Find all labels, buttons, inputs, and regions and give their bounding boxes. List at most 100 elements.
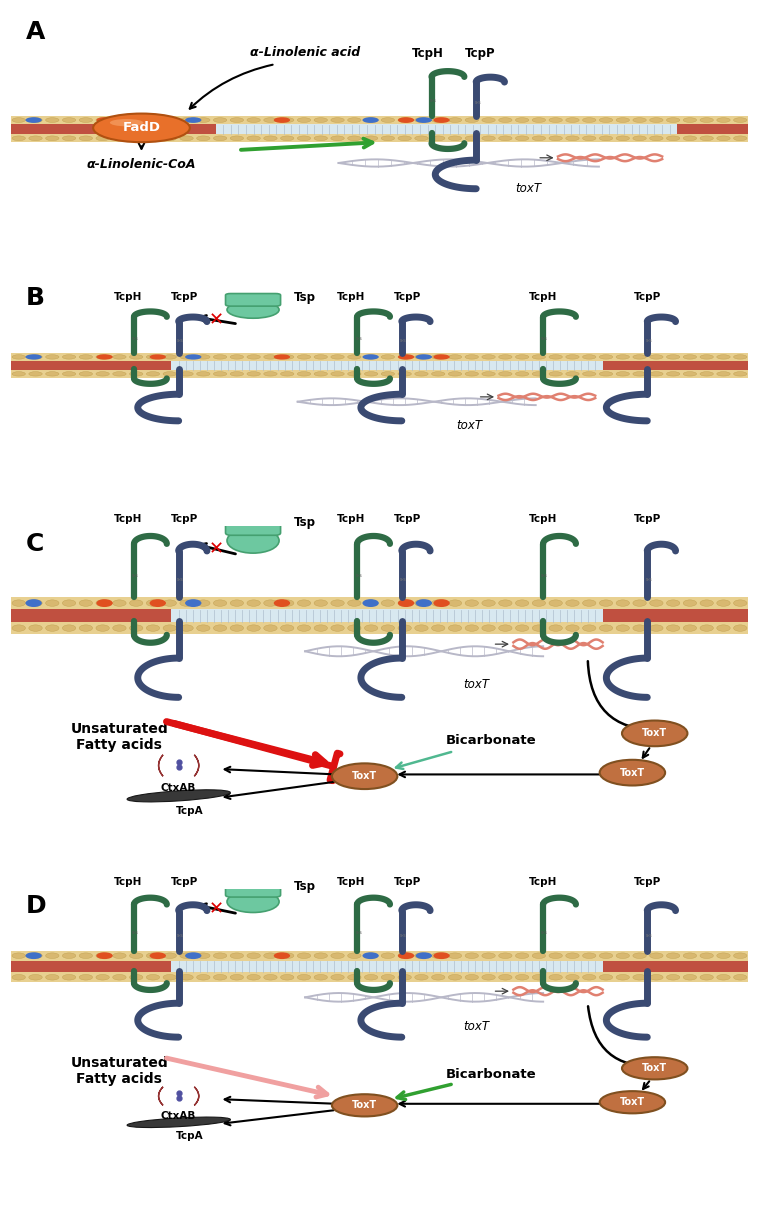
Circle shape xyxy=(26,117,42,123)
Bar xyxy=(172,609,603,622)
Circle shape xyxy=(348,624,361,632)
Text: toxT: toxT xyxy=(463,1020,490,1033)
Text: TcpP: TcpP xyxy=(465,47,495,60)
Circle shape xyxy=(549,974,562,980)
Circle shape xyxy=(247,953,260,958)
Circle shape xyxy=(62,600,76,606)
Circle shape xyxy=(433,355,450,359)
Circle shape xyxy=(583,117,596,122)
Bar xyxy=(11,609,748,622)
Circle shape xyxy=(29,953,43,958)
Text: ✕: ✕ xyxy=(208,311,223,329)
Circle shape xyxy=(432,371,445,376)
Text: TcpH: TcpH xyxy=(114,514,142,524)
Circle shape xyxy=(381,974,395,980)
Circle shape xyxy=(700,974,713,980)
Circle shape xyxy=(465,355,478,359)
Circle shape xyxy=(666,136,680,140)
Circle shape xyxy=(381,117,395,122)
Circle shape xyxy=(600,371,613,376)
Circle shape xyxy=(130,117,143,122)
Text: TcpH: TcpH xyxy=(529,877,557,887)
Circle shape xyxy=(414,355,428,359)
Text: Bicarbonate: Bicarbonate xyxy=(446,734,537,747)
Circle shape xyxy=(230,600,244,606)
Circle shape xyxy=(565,355,579,359)
Circle shape xyxy=(197,371,210,376)
Circle shape xyxy=(247,974,260,980)
Circle shape xyxy=(449,953,461,958)
Circle shape xyxy=(398,117,411,122)
Circle shape xyxy=(247,624,260,632)
Circle shape xyxy=(364,371,378,376)
Circle shape xyxy=(583,974,596,980)
Circle shape xyxy=(150,599,166,607)
Circle shape xyxy=(180,355,194,359)
Circle shape xyxy=(433,599,450,607)
Text: D: D xyxy=(26,894,47,918)
Text: Tsp: Tsp xyxy=(294,292,316,304)
Circle shape xyxy=(130,355,143,359)
Circle shape xyxy=(12,974,26,980)
Text: ✕: ✕ xyxy=(208,900,223,918)
Circle shape xyxy=(213,355,227,359)
Circle shape xyxy=(247,136,260,140)
Circle shape xyxy=(247,371,260,376)
Text: TcpP: TcpP xyxy=(634,877,661,887)
Text: FadD: FadD xyxy=(122,121,160,134)
Circle shape xyxy=(414,624,428,632)
Circle shape xyxy=(79,355,93,359)
Circle shape xyxy=(716,117,730,122)
Circle shape xyxy=(482,355,496,359)
Circle shape xyxy=(146,355,159,359)
Circle shape xyxy=(414,600,428,606)
Circle shape xyxy=(281,117,294,122)
Circle shape xyxy=(499,355,512,359)
Circle shape xyxy=(274,117,290,123)
Circle shape xyxy=(96,953,109,958)
Circle shape xyxy=(449,117,461,122)
Circle shape xyxy=(163,953,176,958)
Circle shape xyxy=(499,136,512,140)
Ellipse shape xyxy=(600,760,665,785)
Circle shape xyxy=(549,624,562,632)
Circle shape xyxy=(26,355,42,359)
Circle shape xyxy=(26,599,42,607)
Circle shape xyxy=(650,136,663,140)
Circle shape xyxy=(29,974,43,980)
Circle shape xyxy=(733,117,747,122)
Circle shape xyxy=(298,371,310,376)
Circle shape xyxy=(230,624,244,632)
Circle shape xyxy=(96,355,113,359)
Text: s-s: s-s xyxy=(400,577,407,582)
Circle shape xyxy=(314,953,327,958)
Circle shape xyxy=(62,953,76,958)
Text: A: A xyxy=(26,19,46,44)
Circle shape xyxy=(414,136,428,140)
Circle shape xyxy=(398,371,411,376)
Text: s-s: s-s xyxy=(474,100,481,105)
Circle shape xyxy=(197,974,210,980)
Circle shape xyxy=(62,624,76,632)
Bar xyxy=(172,361,603,370)
Circle shape xyxy=(633,371,646,376)
Circle shape xyxy=(515,953,529,958)
Circle shape xyxy=(449,136,461,140)
Text: s-s: s-s xyxy=(355,574,362,578)
Circle shape xyxy=(716,371,730,376)
Circle shape xyxy=(416,355,432,359)
Circle shape xyxy=(281,136,294,140)
Circle shape xyxy=(398,624,411,632)
Circle shape xyxy=(263,136,277,140)
Circle shape xyxy=(515,355,529,359)
Circle shape xyxy=(465,136,478,140)
Circle shape xyxy=(247,600,260,606)
Circle shape xyxy=(398,974,411,980)
Circle shape xyxy=(432,974,445,980)
Circle shape xyxy=(398,355,414,359)
Circle shape xyxy=(583,371,596,376)
Circle shape xyxy=(583,953,596,958)
Circle shape xyxy=(482,117,496,122)
Text: TcpP: TcpP xyxy=(394,514,421,524)
Circle shape xyxy=(113,953,126,958)
